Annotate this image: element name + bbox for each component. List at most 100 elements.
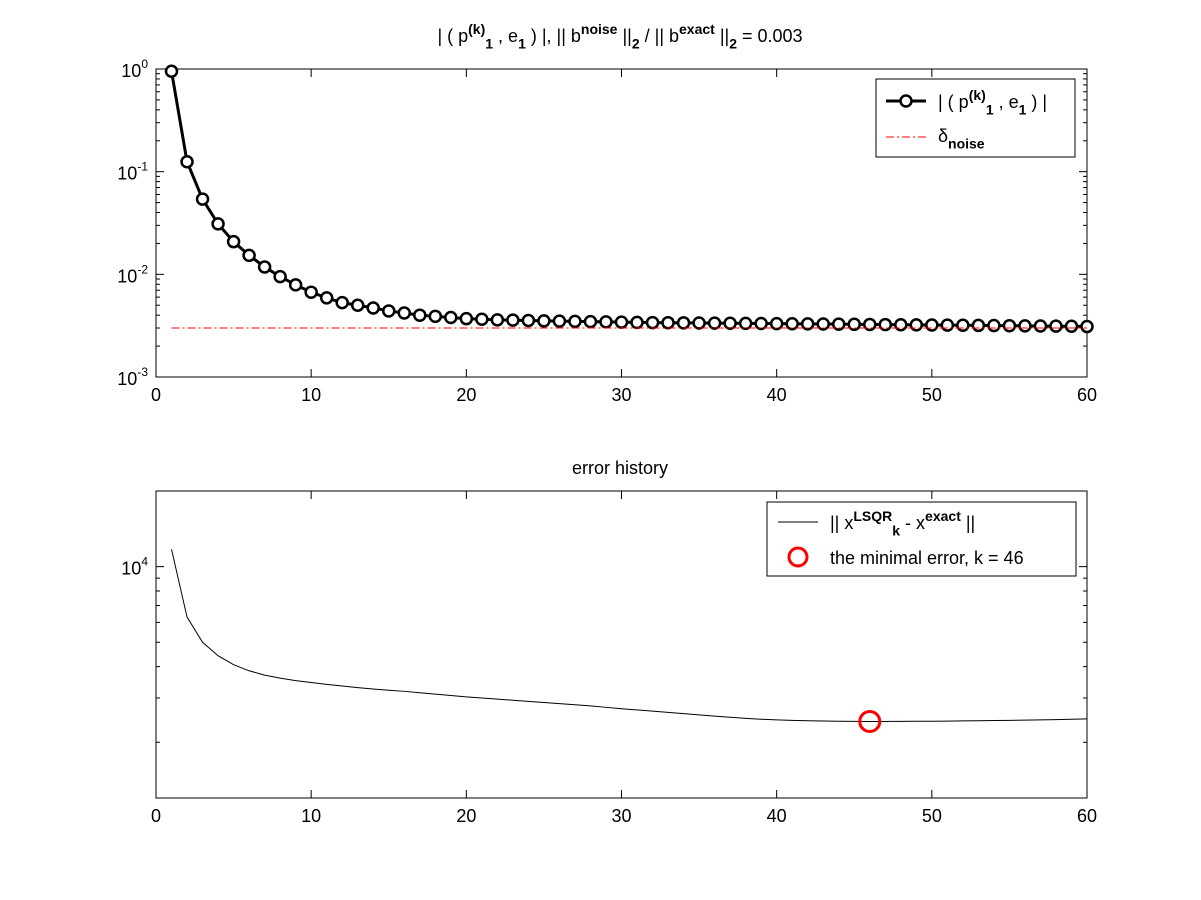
data-point-marker <box>909 318 924 332</box>
data-point-marker <box>847 317 861 332</box>
label-run: the minimal error, k = 46 <box>830 548 1024 568</box>
y-tick-base: 10 <box>117 266 137 286</box>
label-run: || x <box>830 513 853 533</box>
x-tick-label: 30 <box>611 385 631 405</box>
data-point-marker <box>382 304 396 318</box>
data-point-marker <box>1018 319 1032 333</box>
data-point-marker <box>723 316 737 330</box>
data-point-marker <box>676 316 691 330</box>
data-point-marker <box>319 291 334 305</box>
data-point-marker <box>226 234 241 249</box>
data-point-marker <box>661 315 675 330</box>
x-tick-label: 0 <box>151 385 161 405</box>
y-tick-label: 10-2 <box>117 262 148 286</box>
label-run: = 0.003 <box>737 26 803 46</box>
x-tick-label: 20 <box>456 806 476 826</box>
data-point-marker <box>428 309 443 324</box>
label-run: 1 <box>986 101 994 117</box>
y-tick-base: 10 <box>121 61 141 81</box>
label-run: δ <box>938 126 948 146</box>
y-tick-base: 10 <box>117 369 137 389</box>
data-point-marker <box>568 314 582 329</box>
x-tick-label: 10 <box>301 806 321 826</box>
label-run: - x <box>900 513 925 533</box>
x-tick-label: 20 <box>456 385 476 405</box>
label-run: || <box>715 26 729 46</box>
label-run: exact <box>925 508 961 524</box>
x-tick-label: 50 <box>922 806 942 826</box>
data-point-marker <box>506 313 520 327</box>
x-tick-label: 60 <box>1077 806 1097 826</box>
chart-top-legend: | ( p(k)1 , e1 ) | δnoise <box>875 78 1076 158</box>
data-point-marker <box>707 316 722 330</box>
x-tick-label: 40 <box>767 806 787 826</box>
legend-marker-sample <box>899 94 913 108</box>
data-point-marker <box>366 301 380 315</box>
chart-bottom-title: error history <box>572 458 668 478</box>
data-point-marker <box>738 316 753 331</box>
label-run: , e <box>994 92 1019 112</box>
data-point-marker <box>785 317 799 331</box>
label-run: || <box>961 513 975 533</box>
label-run: 1 <box>485 35 493 51</box>
data-point-marker <box>180 154 194 169</box>
label-run: 2 <box>632 35 640 51</box>
legend-label-projection: | ( p(k)1 , e1 ) | <box>938 87 1047 117</box>
label-run: | ( p <box>938 92 969 112</box>
x-tick-label: 10 <box>301 385 321 405</box>
label-run: (k) <box>969 87 986 103</box>
label-run: | ( p <box>437 26 468 46</box>
data-point-marker <box>257 260 272 274</box>
data-point-marker <box>925 318 939 332</box>
data-point-marker <box>273 269 287 284</box>
chart-top: | ( p(k)1 , e1 ) |, || bnoise ||2 / || b… <box>117 21 1097 405</box>
data-point-marker <box>863 317 877 332</box>
y-tick-exp: 0 <box>141 57 148 71</box>
legend-label-error-norm: || xLSQRk - xexact || <box>830 508 975 538</box>
data-point-marker <box>1080 319 1094 334</box>
series-line-error <box>171 549 1088 722</box>
label-run: || <box>617 26 631 46</box>
data-point-marker <box>444 310 458 325</box>
data-point-marker <box>630 315 644 330</box>
data-point-marker <box>614 315 629 329</box>
data-point-marker <box>164 64 179 79</box>
legend-label-delta-noise: δnoise <box>938 126 985 151</box>
data-point-marker <box>1049 319 1063 333</box>
data-point-marker <box>350 298 365 312</box>
data-point-marker <box>1002 318 1017 333</box>
y-tick-base: 10 <box>117 164 137 184</box>
y-tick-exp: -1 <box>137 160 148 174</box>
data-point-marker <box>645 315 660 330</box>
data-point-marker <box>490 313 505 327</box>
x-tick-label: 50 <box>922 385 942 405</box>
minimal-error-marker <box>858 709 882 733</box>
data-point-marker <box>397 306 412 320</box>
data-point-marker <box>1033 319 1048 333</box>
chart-bottom-series <box>171 549 1088 733</box>
data-point-marker <box>413 308 427 322</box>
chart-bottom-legend: || xLSQRk - xexact || the minimal error,… <box>766 501 1077 577</box>
x-tick-label: 40 <box>767 385 787 405</box>
data-point-marker <box>769 316 784 331</box>
data-point-marker <box>537 314 551 328</box>
data-point-marker <box>521 313 536 328</box>
data-point-marker <box>894 317 908 332</box>
data-point-marker <box>599 315 613 329</box>
y-tick-exp: -3 <box>137 365 148 379</box>
y-tick-label: 10-3 <box>117 365 148 389</box>
chart-top-title: | ( p(k)1 , e1 ) |, || bnoise ||2 / || b… <box>437 21 802 51</box>
data-point-marker <box>956 318 970 333</box>
label-run: exact <box>679 21 715 37</box>
x-tick-label: 30 <box>611 806 631 826</box>
label-run: (k) <box>468 21 485 37</box>
y-tick-label: 10-1 <box>117 160 148 184</box>
data-point-marker <box>754 316 768 331</box>
label-run: ) |, || b <box>526 26 581 46</box>
data-point-marker <box>583 314 598 329</box>
legend-box <box>766 501 1077 577</box>
data-point-marker <box>288 278 303 292</box>
